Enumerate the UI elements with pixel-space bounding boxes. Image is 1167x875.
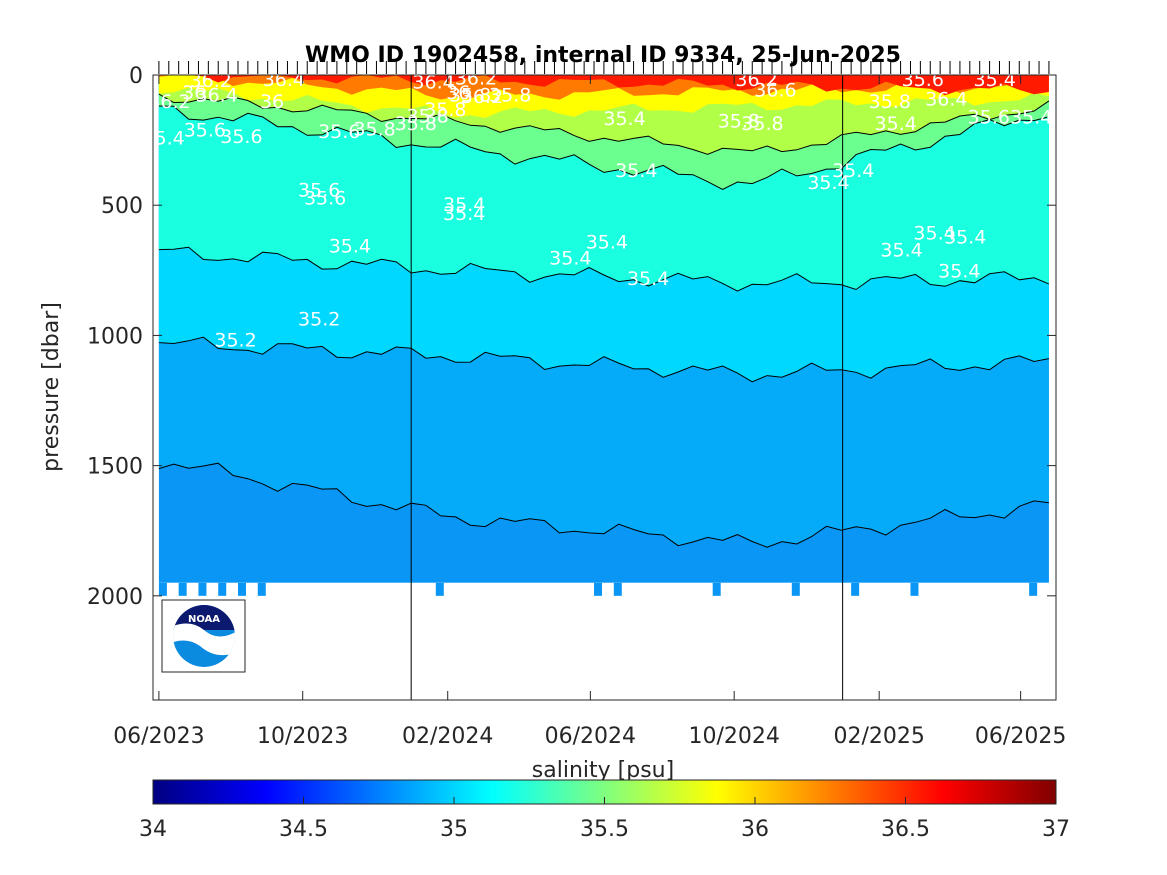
contour-label: 35.4 — [329, 236, 371, 258]
noaa-logo: NOAA — [161, 599, 246, 673]
contour-label: 35.4 — [142, 128, 184, 150]
contour-label: 35.8 — [353, 118, 395, 140]
contour-label: 35.4 — [832, 160, 874, 182]
contour-label: 35.6 — [318, 121, 360, 143]
contour-label: 35.4 — [1010, 107, 1052, 129]
y-tick-label: 0 — [129, 64, 143, 89]
contour-label: 35.6 — [298, 180, 340, 202]
contour-label: 36.4 — [263, 69, 305, 91]
contour-line-3 — [158, 246, 1050, 292]
contour-label: 35.6 — [184, 120, 226, 142]
contour-label: 35.2 — [214, 329, 256, 351]
x-tick-label: 10/2024 — [688, 724, 779, 749]
y-tick-label: 1500 — [87, 455, 143, 480]
contour-label: 35.8 — [718, 111, 760, 133]
contour-label: 35.4 — [586, 232, 628, 254]
contour-label: 36.4 — [412, 72, 454, 94]
contour-label: 35.4 — [443, 203, 485, 225]
colorbar-ticks: 34 34.5 35 35.5 36 36.5 37 — [139, 797, 1070, 842]
colorbar-tick-label: 34.5 — [279, 817, 328, 842]
profile-markers — [158, 61, 1050, 74]
contour-lines — [158, 93, 1050, 548]
contour-label: 36.6 — [754, 79, 796, 101]
contour-label: 35.4 — [938, 260, 980, 282]
colorbar-label: salinity [psu] — [532, 758, 674, 783]
contour-label: 36.4 — [925, 88, 967, 110]
contour-label: 36.2 — [735, 69, 777, 91]
contour-label: 35.4 — [443, 194, 485, 216]
contour-label: 35.6 — [902, 69, 944, 91]
noaa-logo-text: NOAA — [188, 614, 220, 625]
x-axis: 06/2023 10/2023 02/2024 06/2024 10/2024 02/20… — [113, 75, 1066, 749]
contour-label: 35.8 — [407, 105, 449, 127]
colorbar-tick-label: 35.5 — [580, 817, 629, 842]
contour-line-2 — [158, 336, 1049, 383]
contour-label: 35.8 — [395, 113, 437, 135]
contour-label: 36 — [182, 82, 206, 104]
contour-label: 35.8 — [424, 99, 466, 121]
contour-label: 35.8 — [449, 85, 491, 107]
contour-label: 35.4 — [549, 247, 591, 269]
contour-line-5 — [158, 93, 1050, 155]
colorbar-tick-label: 36.5 — [881, 817, 930, 842]
x-tick-label: 06/2024 — [545, 724, 636, 749]
contour-label: 35.4 — [627, 268, 669, 290]
year-boundary-lines — [410, 75, 844, 700]
x-tick-label: 06/2023 — [113, 724, 204, 749]
contour-label: 35.2 — [298, 308, 340, 330]
colorbar-tick-label: 35 — [440, 817, 468, 842]
contour-label: 36.4 — [196, 85, 238, 107]
plot-frame — [152, 74, 1057, 701]
contour-label: 35.8 — [489, 85, 531, 107]
contour-label: 35.4 — [974, 69, 1016, 91]
x-tick-label: 02/2024 — [402, 724, 493, 749]
x-tick-label: 06/2025 — [975, 724, 1066, 749]
contour-label: 35.4 — [880, 239, 922, 261]
contour-line-4 — [158, 105, 1050, 191]
contour-label: 35.4 — [603, 108, 645, 130]
y-tick-label: 2000 — [87, 585, 143, 610]
colorbar-tick-label: 34 — [139, 817, 167, 842]
contour-label: 35.8 — [869, 91, 911, 113]
contour-label: 36.2 — [148, 91, 190, 113]
contour-label: 35.8 — [741, 113, 783, 135]
contour-label: 35.4 — [615, 160, 657, 182]
contour-label: 35.4 — [807, 172, 849, 194]
contour-label: 35.6 — [304, 187, 346, 209]
y-tick-label: 1000 — [87, 324, 143, 349]
colorbar-tick-label: 37 — [1042, 817, 1070, 842]
x-tick-label: 02/2025 — [833, 724, 924, 749]
colorbar-tick-label: 36 — [741, 817, 769, 842]
contour-label: 35.4 — [913, 223, 955, 245]
y-axis-label: pressure [dbar] — [39, 302, 64, 472]
contour-label: 36 — [446, 82, 470, 104]
contour-label: 36.2 — [455, 68, 497, 90]
contour-label: 36.2 — [190, 70, 232, 92]
contour-line-1 — [158, 462, 1049, 548]
contour-label: 35.6 — [968, 107, 1010, 129]
salinity-layer-8 — [158, 75, 1049, 96]
y-axis: 0 500 1000 1500 2000 — [87, 64, 1056, 610]
contour-label: 35.6 — [220, 126, 262, 148]
contour-label: 35.4 — [875, 113, 917, 135]
contour-label: 36.2 — [461, 86, 503, 108]
x-tick-label: 10/2023 — [257, 724, 348, 749]
contour-label: 36 — [260, 91, 284, 113]
salinity-layers — [158, 75, 1049, 700]
chart-title: WMO ID 1902458, internal ID 9334, 25-Jun… — [305, 43, 901, 68]
profile-bottom-edge — [158, 582, 1049, 700]
contour-label: 35.4 — [944, 226, 986, 248]
y-tick-label: 500 — [101, 194, 143, 219]
